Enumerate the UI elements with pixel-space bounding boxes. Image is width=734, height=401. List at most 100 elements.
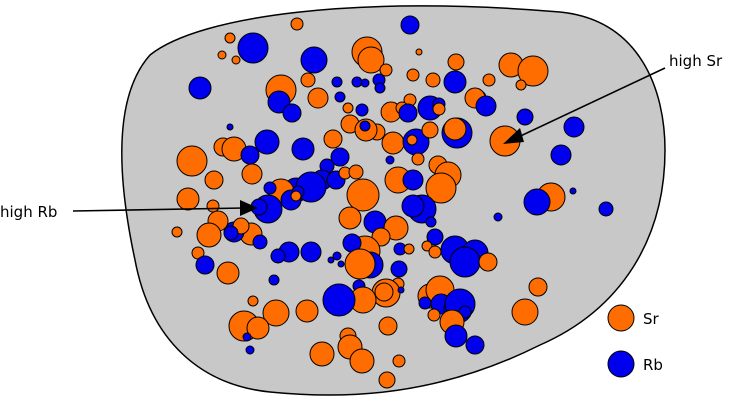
sr-grain	[241, 163, 263, 185]
rb-grain	[398, 103, 418, 123]
sr-grain	[176, 187, 200, 211]
rb-grain	[291, 137, 315, 161]
rb-grain	[402, 169, 424, 191]
sr-grain	[511, 298, 539, 326]
rb-grain	[516, 108, 534, 126]
sample-region	[121, 5, 666, 396]
sr-grain	[427, 308, 441, 322]
sr-grain	[216, 261, 240, 285]
sr-grain	[246, 316, 270, 340]
rb-grain	[254, 129, 280, 155]
rb-grain	[351, 76, 363, 88]
sr-grain	[217, 50, 227, 60]
rb-grain	[426, 228, 444, 246]
rb-grain	[401, 194, 425, 218]
sr-grain	[224, 32, 236, 44]
high-sr-arrow	[511, 67, 666, 141]
rb-grain	[223, 225, 239, 241]
sr-grain	[447, 53, 465, 71]
sr-grain	[262, 299, 290, 327]
rb-grain	[563, 116, 585, 138]
sr-grain	[290, 190, 302, 202]
sr-grain	[357, 46, 385, 74]
sr-grain	[415, 48, 423, 56]
rb-grain	[237, 32, 269, 64]
rb-grain	[330, 147, 350, 167]
sr-grain	[295, 299, 319, 323]
sr-grain	[432, 102, 446, 116]
high-rb-arrowhead	[240, 200, 258, 216]
sr-grain	[379, 63, 393, 77]
rb-grain	[443, 70, 467, 94]
sr-grain	[231, 55, 241, 65]
rb-grain	[270, 248, 286, 264]
sr-grain	[381, 131, 405, 155]
rb-grain	[385, 155, 395, 165]
high-rb-label: high Rb	[0, 203, 57, 221]
rb-grain	[550, 144, 572, 166]
sr-grain	[406, 134, 418, 146]
rb-grain	[444, 324, 468, 348]
rb-grain	[332, 251, 342, 261]
sr-grain	[482, 73, 496, 87]
legend-sr-label: Sr	[643, 310, 660, 328]
sr-grain	[392, 354, 406, 368]
sr-grain	[309, 341, 335, 367]
high-sr-arrowhead	[503, 128, 524, 144]
rb-grain	[240, 145, 260, 165]
sr-grain	[247, 295, 259, 307]
sr-grain	[421, 240, 433, 252]
sr-grain	[425, 72, 441, 88]
sr-grain	[171, 226, 183, 238]
sr-grain	[478, 252, 498, 272]
rb-grain	[226, 123, 234, 131]
sr-grain	[517, 55, 549, 87]
high-rb-arrow	[72, 207, 245, 212]
legend-sr-swatch	[607, 304, 635, 332]
sr-grain	[344, 248, 376, 280]
sr-grain	[425, 172, 457, 204]
sr-grain	[346, 178, 380, 212]
rb-grain	[188, 76, 212, 100]
high-sr-label: high Sr	[669, 52, 723, 70]
sr-grain	[443, 117, 467, 141]
sr-grain	[196, 222, 222, 248]
rb-grain	[359, 120, 371, 132]
rb-grain	[242, 332, 252, 342]
sr-grain	[378, 371, 396, 389]
sr-grain	[206, 199, 220, 213]
sr-grain	[348, 164, 364, 180]
rb-grain	[449, 246, 481, 278]
sr-grain	[428, 245, 442, 259]
grain-circles	[171, 15, 614, 389]
rb-grain	[263, 181, 277, 195]
sr-grain	[403, 243, 415, 255]
rb-grain	[425, 216, 437, 228]
legend-rb-label: Rb	[643, 356, 663, 374]
rb-grain	[337, 260, 345, 268]
sr-grain	[515, 79, 527, 91]
rb-grain	[523, 188, 551, 216]
rb-grain	[397, 286, 405, 294]
sr-grain	[338, 206, 362, 230]
rb-grain	[475, 95, 497, 117]
sr-grain	[300, 72, 316, 88]
rb-grain	[493, 212, 503, 222]
rb-grain	[400, 15, 420, 35]
sr-grain	[374, 282, 394, 302]
rb-grain	[418, 296, 432, 310]
rb-grain	[374, 82, 386, 94]
sr-grain	[378, 316, 398, 336]
rb-grain	[331, 76, 343, 88]
rb-grain	[569, 187, 577, 195]
sr-grain	[342, 102, 354, 114]
sr-grain	[528, 277, 548, 297]
sr-grain	[307, 87, 329, 109]
sr-grain	[204, 170, 224, 190]
rb-grain	[252, 234, 268, 250]
sr-grain	[176, 145, 208, 177]
rb-grain	[300, 46, 328, 74]
rb-grain	[465, 335, 485, 355]
rb-grain	[268, 274, 280, 286]
